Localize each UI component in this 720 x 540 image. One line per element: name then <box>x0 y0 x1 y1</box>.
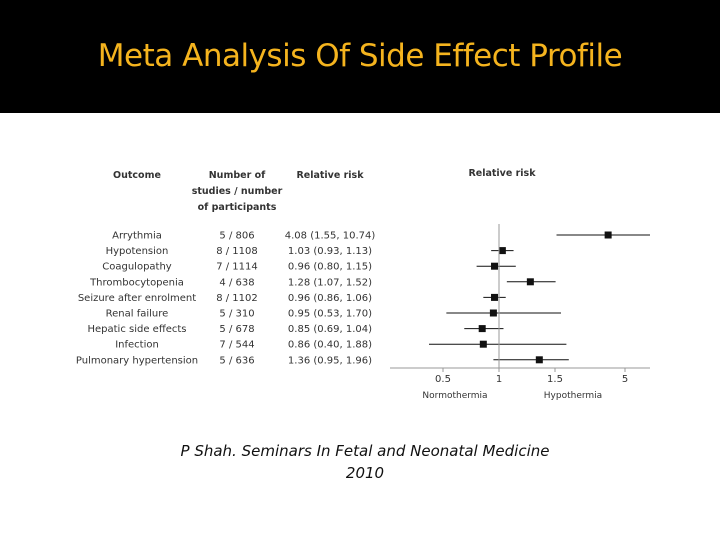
x-tick-label: 5 <box>622 374 628 385</box>
relative-risk-value: 0.95 (0.53, 1.70) <box>288 309 372 320</box>
outcome-label: Hepatic side effects <box>87 324 186 335</box>
outcome-label: Infection <box>115 340 159 351</box>
header-plot-relative-risk: Relative risk <box>468 168 536 179</box>
point-estimate-marker <box>478 325 486 333</box>
point-estimate-marker <box>526 278 534 286</box>
header-studies-line2: studies / number <box>192 186 283 197</box>
outcome-label: Hypotension <box>106 246 169 257</box>
x-tick-label: 1 <box>496 374 502 385</box>
point-estimate-marker <box>479 340 487 348</box>
citation-line-1: P Shah. Seminars In Fetal and Neonatal M… <box>180 442 550 460</box>
forest-plot: Outcome Number of studies / number of pa… <box>76 168 650 401</box>
studies-value: 5 / 806 <box>219 231 254 242</box>
studies-value: 5 / 636 <box>219 355 254 366</box>
slide-title: Meta Analysis Of Side Effect Profile <box>97 38 623 74</box>
relative-risk-value: 0.96 (0.80, 1.15) <box>288 262 372 273</box>
relative-risk-value: 0.86 (0.40, 1.88) <box>288 340 372 351</box>
point-estimate-marker <box>498 247 506 255</box>
relative-risk-value: 1.03 (0.93, 1.13) <box>288 246 372 257</box>
point-estimate-marker <box>604 231 612 239</box>
outcome-label: Thrombocytopenia <box>89 277 184 288</box>
outcome-label: Renal failure <box>106 309 169 320</box>
citation-line-2: 2010 <box>345 464 385 482</box>
point-estimate-marker <box>535 356 543 364</box>
point-estimate-marker <box>491 293 499 301</box>
plot-area <box>429 224 650 368</box>
studies-value: 8 / 1102 <box>216 293 258 304</box>
relative-risk-value: 1.28 (1.07, 1.52) <box>288 277 372 288</box>
outcome-label: Seizure after enrolment <box>78 293 196 304</box>
outcome-label: Arrythmia <box>112 231 162 242</box>
header-outcome: Outcome <box>113 170 161 181</box>
studies-value: 8 / 1108 <box>216 246 258 257</box>
direction-label-left: Normothermia <box>422 391 487 401</box>
outcome-label: Pulmonary hypertension <box>76 355 198 366</box>
point-estimate-marker <box>489 309 497 317</box>
relative-risk-value: 0.85 (0.69, 1.04) <box>288 324 372 335</box>
x-axis-ticks: 0.5 1 1.5 5 <box>435 368 628 385</box>
direction-label-right: Hypothermia <box>544 391 602 401</box>
x-tick-label: 0.5 <box>435 374 451 385</box>
table-rows: Arrythmia 5 / 806 4.08 (1.55, 10.74) Hypote… <box>76 231 375 367</box>
citation: P Shah. Seminars In Fetal and Neonatal M… <box>0 440 720 484</box>
header-studies-line1: Number of <box>209 170 266 181</box>
point-estimate-marker <box>491 262 499 270</box>
studies-value: 7 / 544 <box>219 340 254 351</box>
studies-value: 7 / 1114 <box>216 262 258 273</box>
relative-risk-value: 1.36 (0.95, 1.96) <box>288 355 372 366</box>
header-studies-line3: of participants <box>198 202 277 213</box>
relative-risk-value: 4.08 (1.55, 10.74) <box>285 231 376 242</box>
relative-risk-value: 0.96 (0.86, 1.06) <box>288 293 372 304</box>
x-tick-label: 1.5 <box>547 374 563 385</box>
studies-value: 5 / 678 <box>219 324 254 335</box>
content-panel <box>0 113 720 540</box>
header-relative-risk: Relative risk <box>296 170 364 181</box>
studies-value: 4 / 638 <box>219 277 254 288</box>
outcome-label: Coagulopathy <box>102 262 172 273</box>
studies-value: 5 / 310 <box>219 309 254 320</box>
